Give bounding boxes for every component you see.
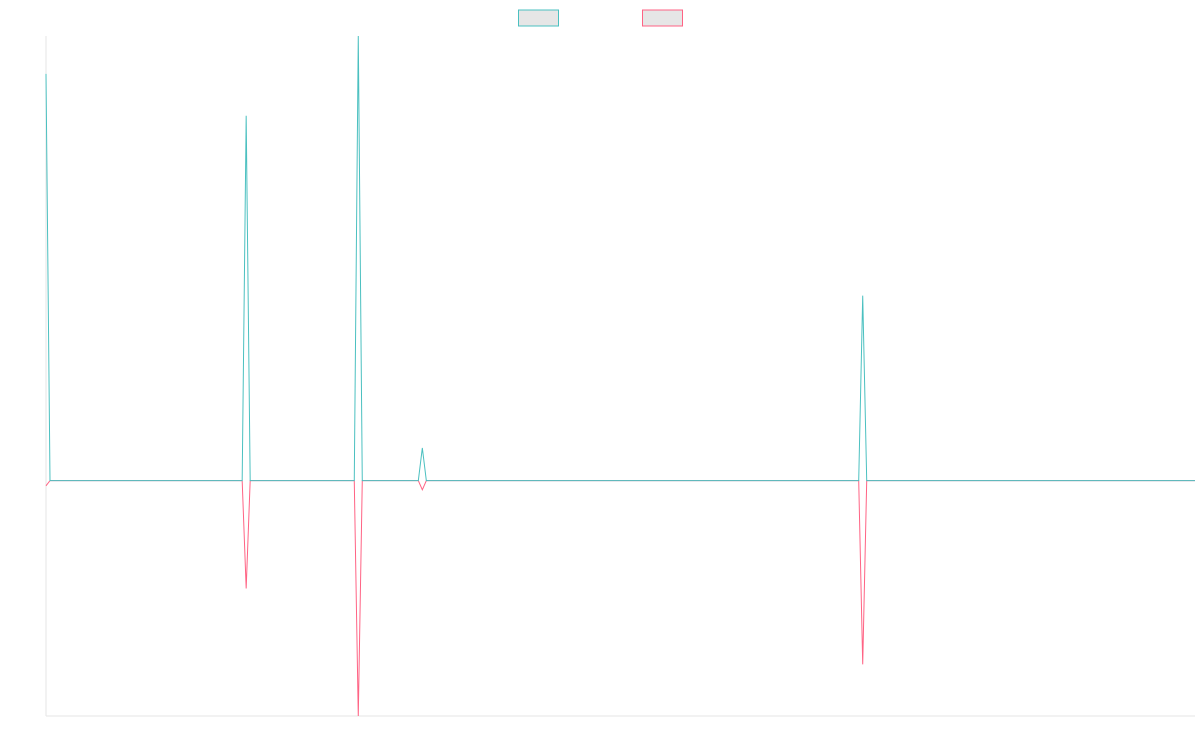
line-series (45, 35, 1195, 482)
line-series (45, 480, 1195, 717)
legend-swatch (518, 9, 559, 27)
legend-swatch (642, 9, 683, 27)
